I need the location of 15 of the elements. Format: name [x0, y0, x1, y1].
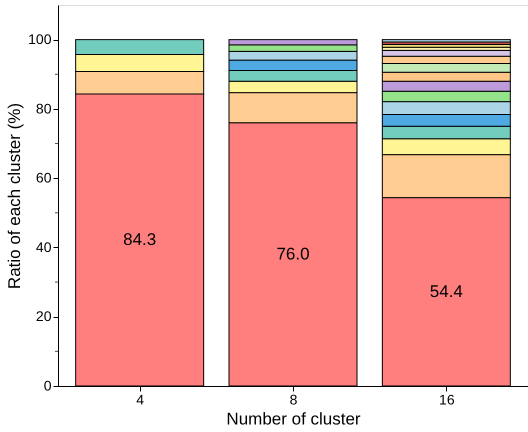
y-tick-label: 40: [36, 238, 52, 255]
y-tick-label: 60: [36, 170, 52, 186]
y-tick-label: 80: [36, 100, 52, 116]
x-tick-label: 4: [136, 392, 144, 408]
data-label: 54.4: [430, 282, 463, 301]
y-axis-title: Ratio of each cluster (%): [5, 102, 24, 290]
y-tick-label: 100: [28, 31, 52, 48]
x-tick-label: 8: [290, 392, 298, 408]
x-tick-label: 16: [439, 392, 455, 408]
data-label: 76.0: [276, 244, 310, 264]
bar: [382, 39, 511, 43]
x-axis-title: Number of cluster: [226, 410, 361, 428]
data-label: 84.3: [123, 230, 156, 250]
y-tick-label: 20: [36, 308, 52, 324]
y-tick-label: 0: [44, 378, 52, 394]
